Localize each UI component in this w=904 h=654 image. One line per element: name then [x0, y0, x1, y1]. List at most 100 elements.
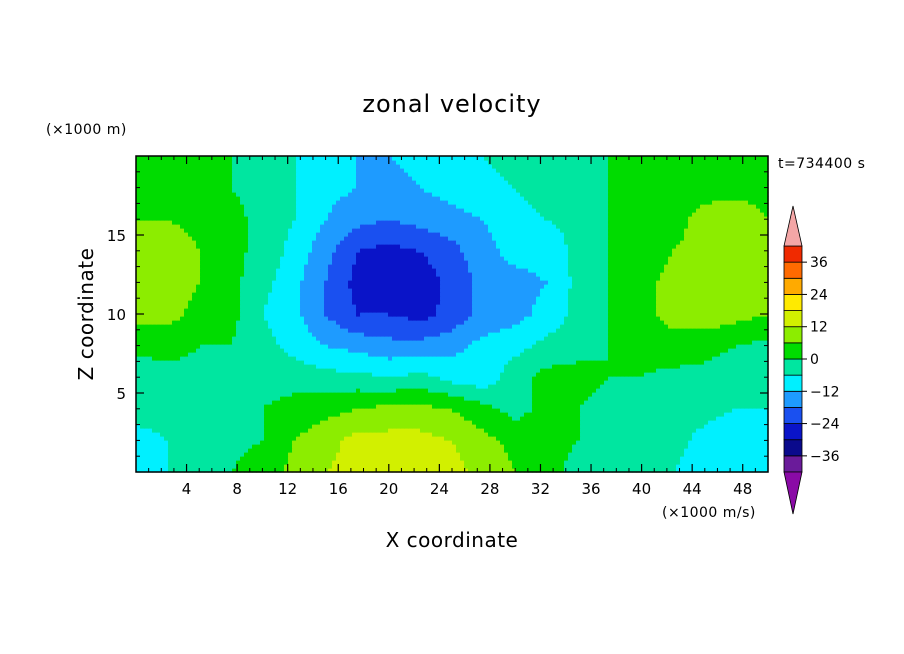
heatmap-cell — [296, 388, 301, 393]
heatmap-cell — [252, 356, 257, 361]
heatmap-cell — [292, 388, 297, 393]
heatmap-cell — [740, 444, 745, 449]
heatmap-cell — [524, 388, 529, 393]
heatmap-cell — [224, 344, 229, 349]
heatmap-cell — [512, 348, 517, 353]
heatmap-cell — [140, 432, 145, 437]
heatmap-cell — [764, 432, 769, 437]
y-axis-unit: (×1000 m) — [46, 122, 127, 138]
heatmap-cell — [632, 368, 637, 373]
heatmap-cell — [548, 416, 553, 421]
heatmap-cell — [136, 356, 141, 361]
heatmap-cell — [612, 444, 617, 449]
heatmap-cell — [300, 400, 305, 405]
heatmap-cell — [144, 432, 149, 437]
heatmap-cell — [600, 348, 605, 353]
heatmap-cell — [716, 400, 721, 405]
heatmap-cell — [644, 376, 649, 381]
heatmap-cell — [236, 428, 241, 433]
heatmap-cell — [732, 356, 737, 361]
heatmap-cell — [512, 432, 517, 437]
heatmap-cell — [280, 420, 285, 425]
heatmap-cell — [760, 388, 765, 393]
heatmap-cell — [580, 352, 585, 357]
heatmap-cell — [640, 460, 645, 465]
heatmap-cell — [156, 352, 161, 357]
heatmap-cell — [324, 456, 329, 461]
heatmap-cell — [468, 432, 473, 437]
heatmap-cell — [164, 368, 169, 373]
heatmap-cell — [460, 420, 465, 425]
heatmap-cell — [264, 420, 269, 425]
heatmap-cell — [312, 412, 317, 417]
heatmap-cell — [284, 416, 289, 421]
heatmap-cell — [264, 368, 269, 373]
heatmap-cell — [220, 444, 225, 449]
heatmap-cell — [532, 460, 537, 465]
heatmap-cell — [676, 460, 681, 465]
heatmap-cell — [140, 468, 145, 473]
heatmap-cell — [384, 460, 389, 465]
heatmap-cell — [188, 424, 193, 429]
heatmap-cell — [176, 364, 181, 369]
heatmap-cell — [616, 460, 621, 465]
heatmap-cell — [180, 432, 185, 437]
heatmap-cell — [240, 376, 245, 381]
heatmap-cell — [520, 348, 525, 353]
heatmap-cell — [496, 348, 501, 353]
heatmap-cell — [640, 428, 645, 433]
heatmap-cell — [416, 380, 421, 385]
heatmap-cell — [396, 452, 401, 457]
heatmap-cell — [496, 396, 501, 401]
heatmap-cell — [248, 432, 253, 437]
heatmap-cell — [364, 468, 369, 473]
heatmap-cell — [352, 448, 357, 453]
heatmap-cell — [288, 388, 293, 393]
heatmap-cell — [208, 460, 213, 465]
heatmap-cell — [156, 400, 161, 405]
heatmap-cell — [604, 464, 609, 469]
heatmap-cell — [708, 424, 713, 429]
heatmap-cell — [676, 368, 681, 373]
heatmap-cell — [408, 428, 413, 433]
heatmap-cell — [196, 396, 201, 401]
heatmap-cell — [732, 372, 737, 377]
heatmap-cell — [676, 432, 681, 437]
heatmap-cell — [268, 424, 273, 429]
heatmap-cell — [672, 468, 677, 473]
heatmap-cell — [744, 412, 749, 417]
heatmap-cell — [384, 344, 389, 349]
heatmap-cell — [380, 428, 385, 433]
heatmap-cell — [304, 444, 309, 449]
heatmap-cell — [156, 376, 161, 381]
heatmap-cell — [524, 360, 529, 365]
heatmap-cell — [560, 432, 565, 437]
heatmap-cell — [160, 424, 165, 429]
heatmap-cell — [664, 352, 669, 357]
heatmap-cell — [624, 428, 629, 433]
heatmap-cell — [224, 424, 229, 429]
heatmap-cell — [720, 460, 725, 465]
heatmap-cell — [564, 372, 569, 377]
heatmap-cell — [552, 368, 557, 373]
heatmap-cell — [332, 344, 337, 349]
heatmap-cell — [536, 460, 541, 465]
heatmap-cell — [176, 460, 181, 465]
heatmap-cell — [572, 416, 577, 421]
heatmap-cell — [428, 352, 433, 357]
heatmap-cell — [200, 420, 205, 425]
heatmap-cell — [332, 452, 337, 457]
heatmap-cell — [156, 380, 161, 385]
heatmap-cell — [704, 412, 709, 417]
heatmap-cell — [660, 392, 665, 397]
heatmap-cell — [332, 364, 337, 369]
heatmap-cell — [396, 400, 401, 405]
heatmap-cell — [268, 444, 273, 449]
heatmap-cell — [276, 380, 281, 385]
heatmap-cell — [500, 404, 505, 409]
heatmap-cell — [260, 400, 265, 405]
heatmap-cell — [404, 464, 409, 469]
heatmap-cell — [544, 352, 549, 357]
heatmap-cell — [384, 352, 389, 357]
heatmap-cell — [208, 348, 213, 353]
